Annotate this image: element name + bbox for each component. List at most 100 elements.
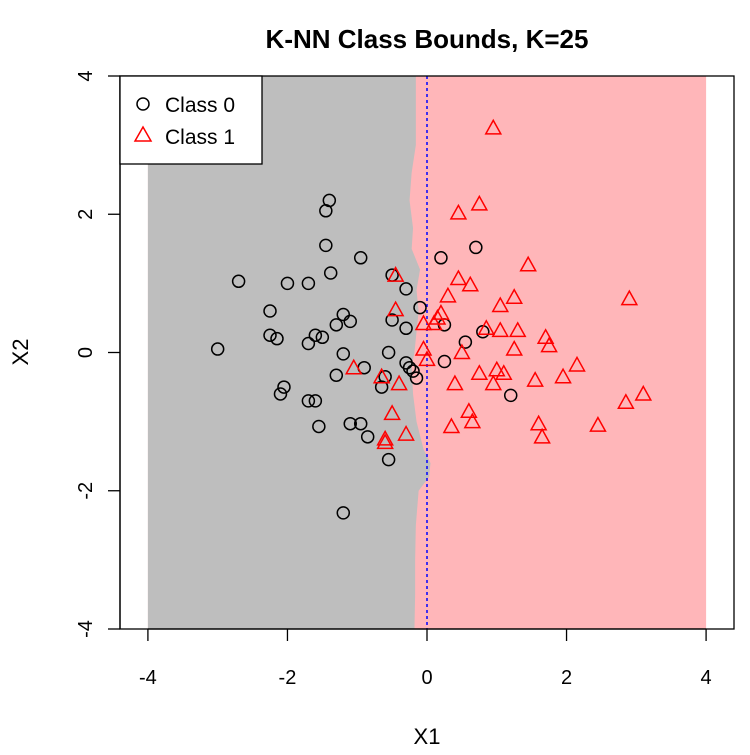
- class0-point: [381, 452, 396, 467]
- class0-point: [273, 387, 288, 401]
- class0-point: [353, 251, 368, 265]
- class1-point: [418, 350, 436, 367]
- class1-point: [376, 433, 394, 450]
- class1-point: [442, 417, 461, 434]
- class0-point: [413, 300, 427, 315]
- class1-point: [484, 118, 503, 135]
- class0-point: [308, 394, 323, 408]
- class0-point: [231, 274, 246, 289]
- class1-point: [470, 194, 489, 211]
- class0-point: [399, 321, 413, 336]
- y-tick-label: -2: [75, 482, 97, 500]
- class0-point: [319, 204, 333, 218]
- class1-point: [634, 384, 653, 401]
- class1-point: [446, 374, 464, 391]
- class1-point: [617, 393, 635, 410]
- class1-point: [505, 288, 523, 304]
- class1-point: [554, 367, 572, 384]
- class0-point: [343, 314, 357, 329]
- x-tick-label: 4: [701, 667, 712, 689]
- class0-point: [503, 388, 518, 403]
- class0-point: [329, 318, 344, 332]
- class0-point: [270, 331, 284, 346]
- x-tick-label: 2: [561, 667, 572, 689]
- class0-point: [301, 394, 316, 408]
- legend: Class 0 Class 1: [119, 75, 263, 165]
- class0-point: [323, 266, 338, 280]
- data-points: [210, 118, 653, 520]
- y-tick-label: -4: [75, 620, 97, 638]
- class1-point: [453, 343, 471, 360]
- class1-point: [494, 364, 513, 380]
- class0-point: [458, 335, 473, 349]
- class1-point: [508, 321, 527, 338]
- class1-point: [463, 412, 482, 429]
- class0-point: [315, 330, 330, 345]
- class0-point: [336, 307, 351, 322]
- class1-point: [484, 374, 503, 391]
- class1-point: [505, 339, 523, 356]
- class1-point: [386, 300, 405, 317]
- class0-region: [147, 76, 431, 629]
- x-axis-label: X1: [414, 724, 441, 749]
- x-tick-label: -4: [139, 667, 157, 689]
- class1-point: [540, 336, 558, 353]
- class0-point: [277, 380, 291, 394]
- class1-point: [460, 402, 478, 419]
- legend-box: [119, 75, 263, 165]
- class0-point: [210, 342, 225, 356]
- class0-point: [312, 419, 326, 434]
- class1-point: [372, 367, 391, 384]
- x-tick-label: -2: [279, 667, 297, 689]
- class1-point: [390, 374, 408, 391]
- class0-point: [469, 240, 483, 255]
- class1-point: [526, 371, 544, 387]
- class1-point: [386, 266, 405, 282]
- y-tick-label: 0: [75, 347, 97, 358]
- class0-point: [319, 238, 333, 253]
- chart-title: K-NN Class Bounds, K=25: [266, 24, 589, 54]
- class1-point: [449, 269, 468, 286]
- legend-class1-label: Class 1: [165, 126, 235, 149]
- class1-point: [439, 286, 457, 303]
- x-axis: -4 -2 0 2 4: [139, 628, 712, 689]
- x-tick-label: 0: [421, 667, 432, 689]
- class0-point: [301, 276, 316, 291]
- class0-point: [385, 313, 399, 327]
- class0-point: [353, 416, 368, 431]
- y-tick-label: 2: [75, 209, 97, 220]
- class1-point: [491, 296, 510, 313]
- class0-point: [301, 336, 316, 351]
- class0-point: [409, 371, 424, 385]
- class1-point: [491, 321, 510, 338]
- class0-point: [374, 380, 389, 394]
- class1-point: [425, 314, 443, 331]
- legend-class0-marker-icon: [136, 97, 150, 111]
- class1-point: [449, 203, 468, 220]
- legend-class0-label: Class 0: [165, 94, 235, 117]
- class0-point: [437, 354, 452, 369]
- class0-point: [434, 251, 448, 265]
- class0-point: [406, 364, 420, 378]
- class1-point: [470, 364, 489, 380]
- class1-point: [376, 429, 394, 446]
- class0-point: [336, 506, 351, 520]
- class1-point: [383, 404, 401, 421]
- class0-point: [343, 416, 357, 431]
- class0-point: [308, 328, 323, 342]
- class1-point: [414, 314, 433, 331]
- class1-point: [519, 255, 537, 272]
- class1-point: [414, 339, 433, 356]
- class0-point: [399, 356, 413, 370]
- class0-point: [280, 276, 295, 291]
- class1-point: [344, 358, 363, 375]
- class1-point: [397, 425, 415, 441]
- class0-point: [360, 430, 375, 444]
- class1-point: [533, 427, 551, 444]
- class0-point: [336, 347, 351, 361]
- class1-point: [529, 414, 548, 431]
- y-axis: -4 -2 0 2 4: [75, 70, 121, 638]
- class1-point: [620, 289, 639, 306]
